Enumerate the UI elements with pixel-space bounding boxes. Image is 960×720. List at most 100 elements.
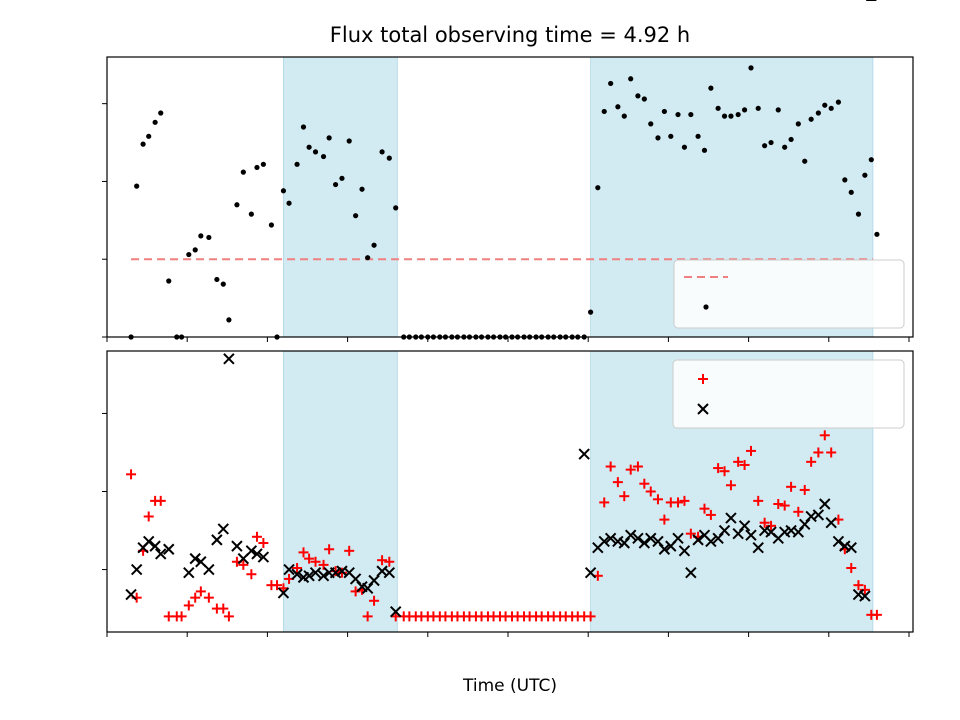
- predicted-point: [368, 574, 380, 587]
- legend-frame: [673, 259, 905, 329]
- matched-point: [699, 503, 710, 514]
- matched-point: [377, 555, 388, 566]
- matched-point: [336, 567, 347, 578]
- measurement-point: [214, 276, 220, 283]
- predicted-point: [130, 563, 143, 576]
- measurement-point: [782, 144, 788, 150]
- matched-point: [846, 562, 857, 573]
- measurement-point: [835, 99, 842, 105]
- measurement-point: [386, 155, 392, 161]
- measurement-point: [855, 211, 862, 217]
- measurement-point: [152, 119, 158, 125]
- matched-point: [183, 600, 194, 611]
- measurement-point: [668, 133, 674, 139]
- matched-point: [143, 511, 154, 522]
- matched-point: [258, 538, 269, 549]
- measurement-point: [326, 135, 332, 141]
- measurement-point: [320, 153, 327, 160]
- matched-point: [719, 466, 730, 477]
- bottom-panel: [102, 0, 914, 637]
- predicted-point: [223, 353, 235, 365]
- matched-point: [799, 484, 810, 495]
- measurement-point: [621, 113, 627, 119]
- top-panel: [102, 56, 914, 342]
- measurement-point: [868, 157, 874, 163]
- measurement-point: [254, 164, 260, 171]
- matched-point: [272, 580, 283, 591]
- measurement-point: [365, 255, 371, 261]
- measurement-point: [379, 149, 385, 155]
- matched-point: [585, 611, 596, 622]
- measurement-point: [359, 186, 365, 192]
- matched-point: [786, 481, 797, 492]
- predicted-point: [752, 541, 764, 554]
- measurement-point: [802, 158, 808, 164]
- measurement-point: [708, 85, 714, 91]
- matched-point: [599, 497, 610, 508]
- measurement-point: [721, 113, 728, 119]
- matched-point: [298, 547, 309, 558]
- x-axis-label: Time (UTC): [462, 676, 557, 696]
- measurement-point: [755, 105, 761, 111]
- measurement-point: [588, 309, 594, 315]
- measurement-point: [220, 281, 226, 287]
- measurement-point: [608, 80, 614, 87]
- measurement-point: [628, 76, 634, 82]
- matched-point: [713, 463, 724, 474]
- matched-point: [619, 491, 630, 502]
- matched-point: [350, 586, 361, 597]
- matched-point: [793, 506, 804, 517]
- matched-point: [304, 553, 315, 564]
- matched-point: [246, 569, 257, 580]
- matched-point: [652, 494, 663, 505]
- measurement-point: [808, 116, 814, 122]
- measurement-point: [675, 111, 681, 118]
- measurement-point: [728, 113, 734, 119]
- measurement-point: [312, 149, 319, 155]
- shaded-interval-0: [283, 56, 398, 338]
- predicted-point: [745, 529, 757, 541]
- matched-point: [251, 531, 262, 542]
- matched-point: [813, 447, 824, 458]
- matched-point: [318, 559, 329, 570]
- matched-point: [330, 566, 341, 577]
- matched-point: [819, 430, 830, 441]
- measurement-point: [788, 136, 794, 143]
- matched-point: [725, 480, 736, 491]
- matched-point: [773, 498, 784, 509]
- predicted-point: [217, 523, 229, 535]
- predicted-point: [163, 543, 175, 555]
- matched-point: [203, 592, 214, 603]
- matched-point: [223, 611, 234, 622]
- predicted-point: [638, 537, 651, 549]
- predicted-point: [125, 588, 137, 601]
- measurement-point: [635, 93, 641, 99]
- matched-point: [806, 456, 817, 467]
- measurement-point: [874, 231, 880, 237]
- predicted-point: [624, 529, 637, 541]
- matched-point: [384, 556, 395, 567]
- predicted-point: [825, 517, 837, 529]
- matched-point: [369, 595, 380, 606]
- legend-measurement-swatch: [703, 304, 709, 310]
- measurement-point: [186, 251, 192, 258]
- predicted-point: [291, 568, 303, 580]
- measurement-point: [595, 185, 601, 191]
- matched-point: [218, 603, 229, 614]
- matched-point: [324, 544, 335, 555]
- predicted-point: [251, 548, 263, 560]
- shaded-interval-0: [283, 350, 398, 633]
- predicted-point: [718, 524, 731, 537]
- legend-matched-swatch: [698, 374, 708, 384]
- predicted-point: [578, 448, 590, 460]
- matched-point: [195, 586, 206, 597]
- predicted-point: [309, 566, 322, 579]
- matched-point: [362, 611, 373, 622]
- matched-point: [685, 528, 696, 539]
- measurement-point: [762, 143, 768, 149]
- measurement-point: [146, 133, 152, 139]
- predicted-point: [832, 535, 845, 548]
- measurement-point: [332, 181, 339, 188]
- matched-point: [155, 495, 166, 506]
